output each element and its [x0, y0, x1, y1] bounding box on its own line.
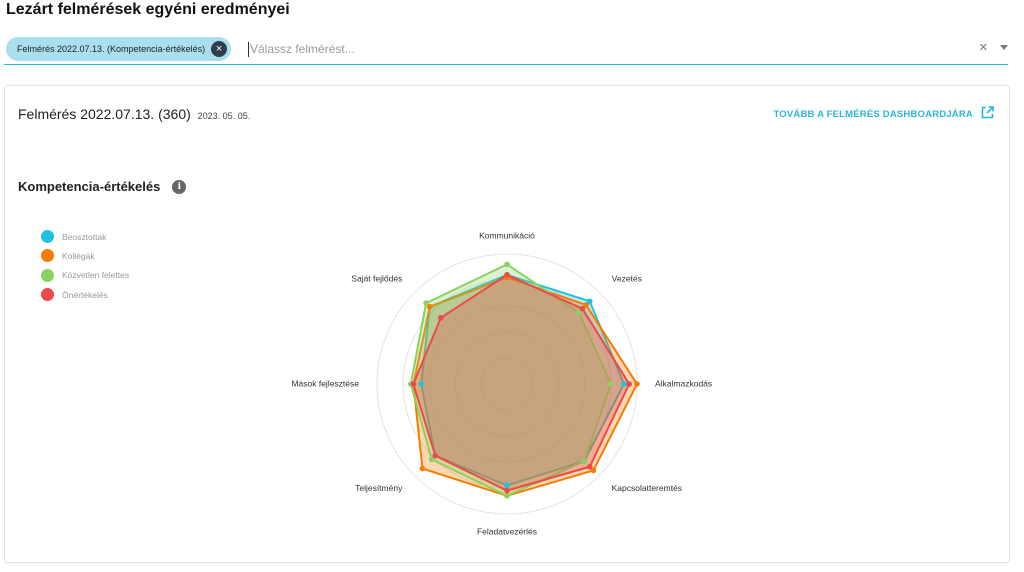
chart-legend: Beosztottak Kollégák Közvetlen felettes Öné… [41, 227, 129, 304]
survey-title: Felmérés 2022.07.13. (360) [18, 106, 191, 122]
data-point-3-1 [579, 305, 586, 312]
axis-label: Kapcsolatteremtés [612, 483, 682, 493]
data-point-3-6 [410, 381, 417, 387]
data-point-1-2 [634, 381, 640, 387]
legend-item[interactable]: Kollégák [41, 246, 129, 265]
dropdown-arrow-icon[interactable] [1000, 45, 1008, 50]
legend-marker [41, 230, 54, 244]
data-point-1-3 [590, 467, 597, 474]
data-point-3-5 [432, 452, 439, 459]
data-point-2-7 [423, 300, 429, 306]
radar-grid-ring [480, 357, 534, 411]
external-link-icon[interactable] [981, 106, 994, 122]
legend-marker [41, 288, 54, 302]
text-caret [248, 42, 249, 57]
data-point-2-3 [581, 458, 588, 465]
axis-label: Vezetés [612, 274, 642, 284]
data-point-1-1 [583, 302, 589, 308]
legend-item[interactable]: Közvetlen felettes [41, 266, 129, 285]
data-point-2-4 [504, 493, 510, 499]
legend-label: Önértékelés [62, 289, 108, 300]
data-point-2-2 [608, 381, 614, 387]
legend-label: Beosztottak [62, 231, 107, 242]
data-point-3-2 [626, 381, 632, 387]
data-point-0-4 [504, 482, 510, 489]
data-point-0-2 [621, 381, 627, 387]
axis-label: Saját fejlődés [351, 274, 402, 284]
legend-item[interactable]: Önértékelés [41, 285, 129, 304]
data-point-3-0 [504, 272, 510, 278]
legend-marker [41, 268, 54, 282]
data-point-0-6 [418, 381, 425, 387]
chip-label: Felmérés 2022.07.13. (Kompetencia-értéke… [17, 44, 206, 54]
survey-date: 2023. 05. 05. [197, 111, 251, 121]
dashboard-link[interactable]: TOVÁBB A FELMÉRÉS DASHBOARDJÁRA [773, 106, 994, 122]
section-title: Kompetencia-értékelés i [18, 179, 187, 194]
legend-item[interactable]: Beosztottak [41, 227, 129, 246]
radar-grid-ring [428, 305, 586, 463]
axis-label: Mások fejlesztése [291, 378, 359, 388]
chip-remove-icon[interactable]: × [211, 41, 228, 57]
page-title: Lezárt felmérések egyéni eredményei [6, 1, 290, 18]
survey-search-input[interactable] [250, 40, 850, 58]
axis-label: Teljesítmény [355, 483, 403, 493]
data-point-3-3 [586, 463, 593, 470]
axis-label: Feladatvezérlés [477, 526, 537, 536]
data-point-3-7 [438, 315, 444, 321]
axis-label: Alkalmazkodás [655, 378, 712, 388]
radar-chart: Kommunikáció Vezetés Alkalmazkodás Kapcsola… [291, 230, 712, 536]
data-point-1-7 [426, 303, 433, 310]
data-point-0-1 [586, 298, 593, 305]
data-point-2-0 [504, 261, 510, 268]
legend-marker [41, 249, 54, 263]
legend-label: Közvetlen felettes [62, 270, 130, 281]
survey-selector[interactable]: Felmérés 2022.07.13. (Kompetencia-értéke… [4, 36, 1008, 65]
data-point-3-4 [504, 487, 510, 494]
clear-selection-icon[interactable]: × [979, 39, 988, 56]
legend-label: Kollégák [62, 250, 95, 261]
data-point-1-5 [419, 465, 426, 472]
data-point-2-5 [428, 456, 435, 463]
radar-grid-ring [454, 331, 560, 437]
dashboard-link-label: TOVÁBB A FELMÉRÉS DASHBOARDJÁRA [773, 108, 973, 120]
data-point-2-1 [575, 309, 582, 316]
selected-survey-chip: Felmérés 2022.07.13. (Kompetencia-értéke… [6, 37, 232, 61]
section-title-label: Kompetencia-értékelés [18, 179, 161, 194]
axis-label: Kommunikáció [479, 230, 535, 240]
survey-result-card: Felmérés 2022.07.13. (360) 2023. 05. 05.… [4, 85, 1010, 563]
card-title: Felmérés 2022.07.13. (360) 2023. 05. 05. [18, 106, 250, 122]
info-icon[interactable]: i [172, 179, 187, 194]
